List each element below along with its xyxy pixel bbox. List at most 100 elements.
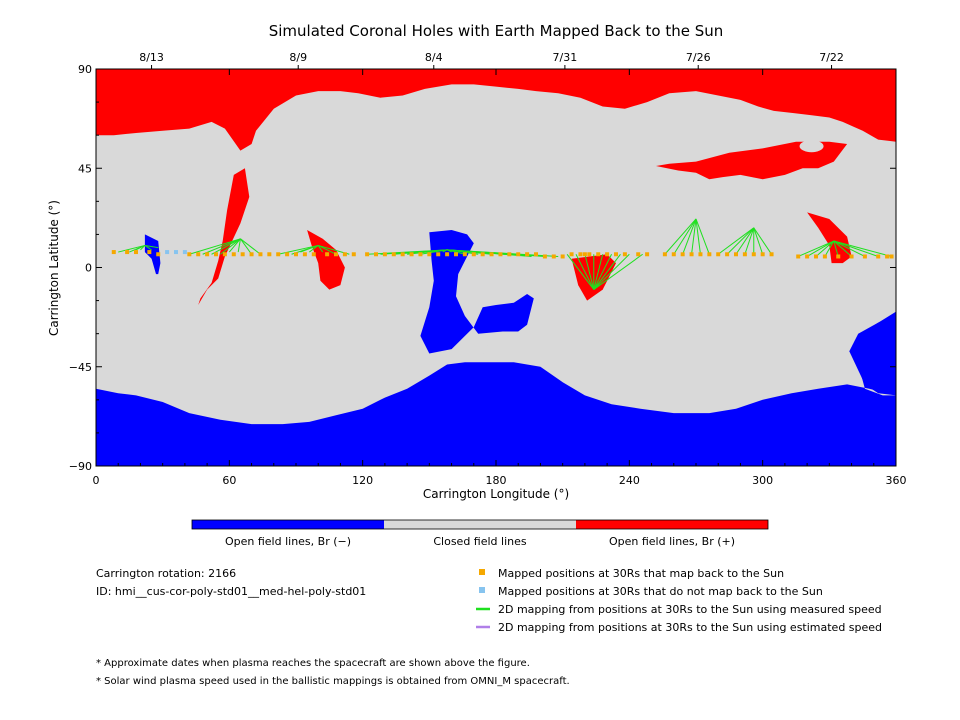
mapped-point [267, 252, 272, 257]
mapping-line [593, 254, 604, 290]
mapped-point [725, 252, 730, 257]
mapping-line [815, 240, 835, 257]
mapping-line [673, 218, 697, 255]
mapped-point [836, 254, 841, 259]
unmapped-point [165, 250, 170, 255]
mapping-line [442, 249, 448, 253]
mapped-point [689, 252, 694, 257]
date-tick-label: 7/31 [553, 51, 578, 64]
date-tick-label: 7/26 [686, 51, 711, 64]
mapped-point [214, 252, 218, 257]
mapped-point [334, 252, 338, 257]
region-red-blob-330 [807, 212, 852, 264]
mapped-point [614, 252, 618, 257]
mapping-line [695, 218, 710, 255]
carrington-rotation-text: Carrington rotation: 2166 [96, 567, 236, 580]
mapping-line [833, 240, 879, 257]
note-dates: * Approximate dates when plasma reaches … [96, 658, 530, 669]
mapping-line [220, 238, 241, 255]
unmapped-point [182, 250, 187, 255]
mapping-line [593, 253, 630, 290]
region-red-tongue-60 [198, 168, 250, 305]
mapped-point [742, 252, 747, 257]
mapped-point [862, 254, 867, 259]
mapped-point [391, 252, 396, 257]
mapping-line [753, 227, 772, 255]
mapped-point [596, 252, 601, 257]
mapped-point [311, 252, 316, 257]
mapped-point [578, 252, 583, 257]
x-tick-label: 120 [352, 474, 373, 487]
mapped-point [222, 252, 227, 257]
mapping-line [833, 240, 866, 257]
region-red-blob-100 [307, 230, 345, 290]
mapped-point [302, 252, 307, 257]
region-north-positive-cap [96, 69, 896, 151]
date-tick-label: 8/9 [289, 51, 307, 64]
mapping-line [664, 218, 697, 255]
mapping-line [237, 238, 241, 253]
x-tick-label: 360 [886, 474, 907, 487]
mapping-line [824, 240, 835, 257]
unmapped-point [174, 250, 178, 255]
mapping-line [140, 245, 146, 251]
mapped-point [587, 252, 592, 257]
mapped-point [716, 252, 721, 257]
mapped-point [814, 254, 818, 259]
mapped-points [111, 250, 894, 259]
mapped-point [751, 252, 756, 257]
mapping-line [726, 227, 755, 255]
x-tick-label: 0 [93, 474, 100, 487]
legend-label: Mapped positions at 30Rs that do not map… [498, 585, 823, 598]
mapping-line [717, 227, 755, 255]
mapped-point [276, 252, 281, 257]
date-tick-label: 8/13 [139, 51, 164, 64]
mapping-line [566, 253, 595, 290]
colorbar-label: Closed field lines [433, 535, 527, 548]
mapping-line [798, 240, 834, 257]
mapped-point [760, 252, 765, 257]
mapped-point [249, 252, 254, 257]
mapped-point [560, 254, 565, 259]
legend: Mapped positions at 30Rs that map back t… [476, 567, 882, 634]
colorbar-segment [576, 520, 768, 529]
mapped-point [680, 252, 685, 257]
mapped-point [805, 254, 810, 259]
region-south-negative-cap [96, 311, 896, 466]
mapping-line [833, 240, 892, 257]
colorbar-label: Open field lines, Br (+) [609, 535, 735, 548]
colorbar: Open field lines, Br (−) Closed field lin… [191, 519, 769, 548]
mapped-point [698, 252, 703, 257]
mapped-point [769, 252, 774, 257]
mapping-line [202, 238, 241, 255]
mapped-point [240, 252, 245, 257]
mapping-line [735, 227, 755, 255]
mapping-line [118, 244, 146, 253]
mapped-point [156, 252, 161, 257]
mapped-point [205, 252, 210, 257]
plot-area [96, 69, 896, 466]
mapped-point [409, 252, 414, 257]
mapped-point [489, 252, 494, 257]
mapping-line [833, 240, 839, 257]
mapped-point [542, 254, 547, 259]
date-tick-label: 7/22 [819, 51, 844, 64]
mapping-line [682, 218, 697, 255]
mapped-point [569, 252, 574, 257]
colorbar-label: Open field lines, Br (−) [225, 535, 351, 548]
region-blue-small-25 [144, 234, 161, 275]
legend-marker [479, 587, 485, 593]
mapped-point [636, 252, 641, 257]
mapped-point [480, 252, 485, 257]
legend-marker [479, 569, 485, 575]
x-tick-label: 60 [222, 474, 236, 487]
mapping-line [317, 245, 324, 253]
closed-island [799, 140, 824, 153]
mapping-line [144, 245, 152, 251]
mapped-point [134, 250, 138, 255]
mapped-point [551, 254, 556, 259]
y-tick-label: −45 [69, 361, 92, 374]
mapped-point [374, 252, 378, 257]
mapped-point [382, 252, 387, 257]
legend-label: 2D mapping from positions at 30Rs to the… [498, 621, 882, 634]
